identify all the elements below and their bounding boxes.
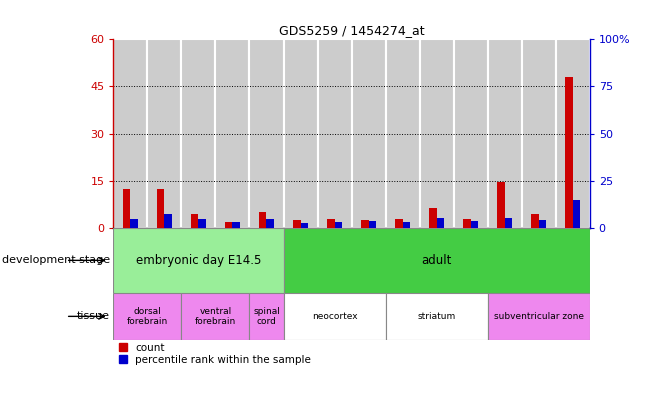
Bar <box>266 219 274 228</box>
Bar <box>293 220 301 228</box>
Bar <box>454 39 487 228</box>
Bar <box>318 39 351 228</box>
Bar <box>284 293 386 340</box>
Bar <box>165 214 172 228</box>
Bar <box>556 39 590 228</box>
Text: dorsal
forebrain: dorsal forebrain <box>127 307 168 326</box>
Title: GDS5259 / 1454274_at: GDS5259 / 1454274_at <box>279 24 424 37</box>
Bar <box>386 293 488 340</box>
Bar <box>395 219 402 228</box>
Bar <box>402 222 410 228</box>
Bar <box>249 39 284 228</box>
Bar <box>420 39 454 228</box>
Bar <box>113 39 147 228</box>
Bar <box>198 219 206 228</box>
Bar <box>130 219 138 228</box>
Text: neocortex: neocortex <box>312 312 357 321</box>
Text: subventricular zone: subventricular zone <box>494 312 584 321</box>
Bar <box>215 39 249 228</box>
Bar <box>386 39 420 228</box>
Bar <box>369 221 376 228</box>
Bar <box>429 208 437 228</box>
Bar <box>123 189 130 228</box>
Bar <box>181 39 215 228</box>
Bar <box>522 39 555 228</box>
Bar <box>497 182 505 228</box>
Text: embryonic day E14.5: embryonic day E14.5 <box>136 254 261 267</box>
Bar <box>361 220 369 228</box>
Bar <box>225 222 233 228</box>
Bar <box>470 221 478 228</box>
Bar <box>284 228 590 293</box>
Bar <box>233 222 240 228</box>
Bar <box>487 293 590 340</box>
Bar <box>463 219 470 228</box>
Bar <box>113 228 284 293</box>
Bar <box>327 219 334 228</box>
Legend: count, percentile rank within the sample: count, percentile rank within the sample <box>119 343 311 365</box>
Text: spinal
cord: spinal cord <box>253 307 280 326</box>
Bar <box>538 220 546 228</box>
Bar <box>259 212 266 228</box>
Text: ventral
forebrain: ventral forebrain <box>195 307 236 326</box>
Bar <box>351 39 386 228</box>
Text: striatum: striatum <box>417 312 456 321</box>
Bar <box>505 218 512 228</box>
Bar <box>334 222 342 228</box>
Bar <box>147 39 181 228</box>
Bar <box>249 293 284 340</box>
Bar <box>284 39 318 228</box>
Bar <box>437 218 444 228</box>
Bar <box>113 293 181 340</box>
Bar <box>573 200 580 228</box>
Bar <box>191 214 198 228</box>
Bar <box>301 223 308 228</box>
Bar <box>531 214 538 228</box>
Bar <box>565 77 573 228</box>
Text: tissue: tissue <box>77 311 110 321</box>
Text: adult: adult <box>421 254 452 267</box>
Bar <box>157 189 165 228</box>
Text: development stage: development stage <box>2 255 110 265</box>
Bar <box>487 39 522 228</box>
Bar <box>181 293 249 340</box>
